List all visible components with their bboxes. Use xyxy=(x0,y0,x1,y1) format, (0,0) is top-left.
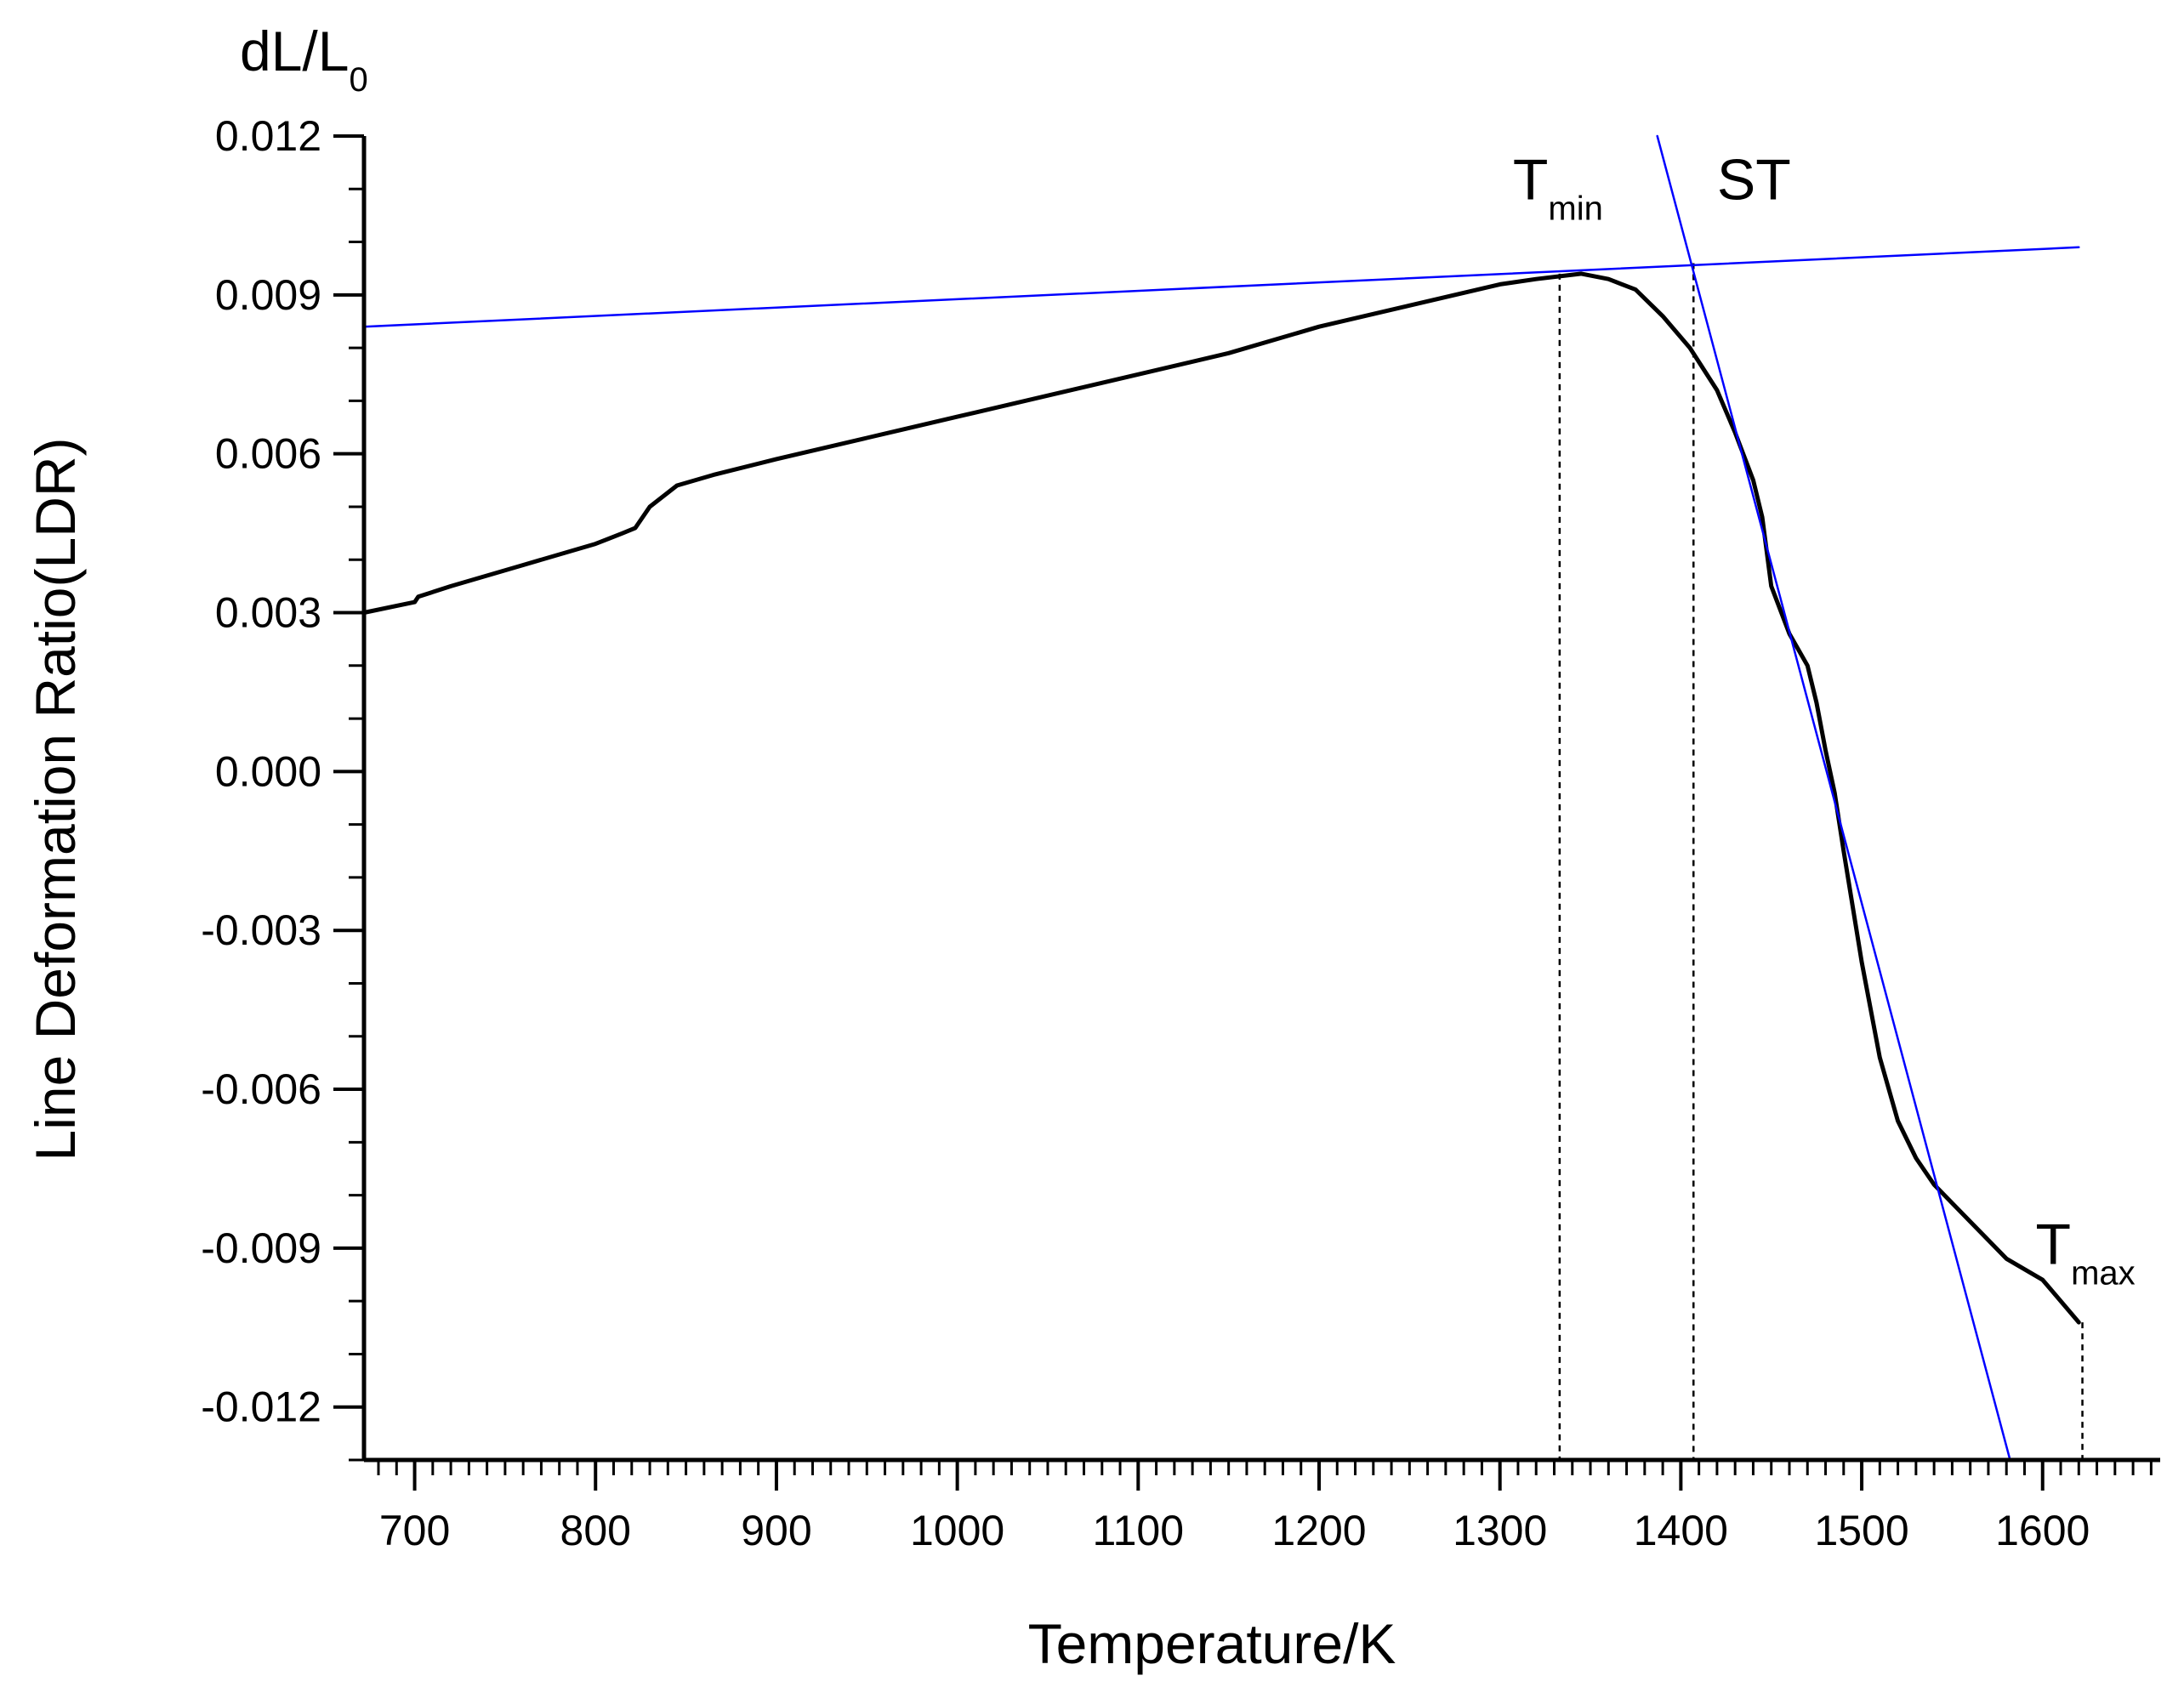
x-tick-label: 1200 xyxy=(1271,1507,1366,1554)
baseline-tangent-line xyxy=(362,246,2080,328)
y-tick-label: -0.006 xyxy=(201,1065,321,1113)
x-tick-label: 1400 xyxy=(1634,1507,1728,1554)
y-unit-main: dL/L xyxy=(240,20,349,82)
x-tick-label: 1500 xyxy=(1814,1507,1908,1554)
y-tick-label: 0.009 xyxy=(215,271,321,319)
y-tick-label: -0.009 xyxy=(201,1224,321,1272)
annotation-tmin-main: T xyxy=(1513,148,1549,213)
x-tick-label: 800 xyxy=(560,1507,631,1554)
y-tick-label: -0.003 xyxy=(201,906,321,954)
annotation-tmax-sub: max xyxy=(2071,1255,2136,1292)
y-tick-label: 0.006 xyxy=(215,430,321,478)
plot-lines xyxy=(361,134,2084,1462)
x-tick-label: 1300 xyxy=(1453,1507,1547,1554)
x-axis-title: Temperature/K xyxy=(1028,1612,1396,1675)
slope-tangent-line xyxy=(1656,134,2011,1462)
annotation-tmax: Tmax xyxy=(2036,1213,2136,1292)
axes: -0.012 -0.009 -0.006 -0.003 0.000 0.003 0.006 0… xyxy=(201,112,2160,1554)
annotation-tmin-sub: min xyxy=(1548,190,1602,228)
annotation-st-main: ST xyxy=(1717,148,1791,213)
y-tick-label: 0.003 xyxy=(215,589,321,637)
annotation-tmax-main: T xyxy=(2036,1213,2072,1277)
x-tick-label: 900 xyxy=(741,1507,811,1554)
y-tick-label: 0.000 xyxy=(215,747,321,795)
ldr-curve-line xyxy=(361,271,2081,1325)
x-tick-label: 1000 xyxy=(910,1507,1004,1554)
x-tick-label: 1100 xyxy=(1093,1507,1185,1554)
x-tick-label: 700 xyxy=(379,1507,450,1554)
annotation-tmin: Tmin xyxy=(1513,148,1603,228)
y-tick-label: 0.012 xyxy=(215,112,321,160)
y-tick-label: -0.012 xyxy=(201,1383,321,1431)
labels: Line Deformation Ratio(LDR) Temperature/… xyxy=(24,20,2136,1675)
annotation-st: ST xyxy=(1717,148,1791,213)
y-unit-label: dL/L0 xyxy=(240,20,368,99)
x-tick-label: 1600 xyxy=(1995,1507,2090,1554)
y-axis-title: Line Deformation Ratio(LDR) xyxy=(24,437,87,1161)
y-unit-sub: 0 xyxy=(349,61,367,99)
